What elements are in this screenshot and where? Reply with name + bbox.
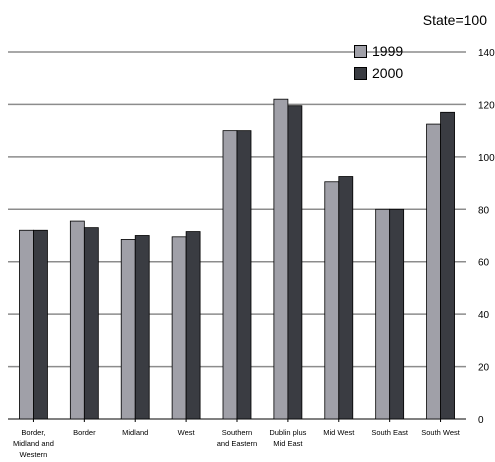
x-tick-label-3: West (178, 428, 196, 437)
x-tick-label-5: Dublin plus Mid East (269, 428, 306, 448)
bar-1999-8 (426, 123, 441, 420)
bar-2000-8 (440, 111, 455, 420)
x-tick-label-2: Midland (122, 428, 148, 437)
x-tick-label-0: Border, Midland and Western (13, 428, 54, 459)
bar-1999-6 (324, 181, 340, 420)
bar-1999-3 (171, 236, 187, 420)
x-tick-label-4: Southern and Eastern (217, 428, 257, 448)
bar-2000-6 (338, 176, 354, 420)
legend-swatch-2000 (354, 66, 367, 80)
bar-2000-3 (185, 231, 201, 420)
bar-1999-4 (222, 130, 238, 420)
y-tick-label-100: 100 (478, 153, 495, 164)
legend-swatch-1999 (354, 44, 367, 58)
bar-1999-5 (273, 98, 289, 420)
bar-2000-0 (33, 229, 48, 420)
y-tick-label-120: 120 (478, 100, 495, 111)
scale-note: State=100 (422, 12, 487, 28)
bar-1999-7 (375, 208, 391, 420)
bar-2000-2 (134, 235, 150, 420)
bar-2000-7 (389, 208, 405, 420)
legend-item-1999: 1999 (354, 40, 403, 62)
y-tick-label-0: 0 (478, 415, 484, 426)
legend-label-1999: 1999 (372, 43, 404, 59)
x-tick-label-1: Border (73, 428, 96, 437)
x-tick-label-7: South East (371, 428, 409, 437)
bar-1999-2 (120, 239, 136, 420)
y-tick-label-80: 80 (478, 205, 490, 216)
y-tick-label-140: 140 (478, 48, 495, 59)
x-tick-label-8: South West (421, 428, 461, 437)
bar-2000-1 (83, 227, 99, 420)
legend: 1999 2000 (354, 40, 403, 84)
y-tick-label-40: 40 (478, 310, 490, 321)
bar-1999-0 (19, 229, 34, 420)
bar-2000-4 (236, 130, 252, 420)
legend-label-2000: 2000 (372, 65, 404, 81)
bar-2000-5 (287, 105, 303, 420)
legend-item-2000: 2000 (354, 62, 403, 84)
y-tick-label-20: 20 (478, 363, 490, 374)
x-tick-label-6: Mid West (323, 428, 355, 437)
bar-1999-1 (69, 220, 85, 420)
y-tick-label-60: 60 (478, 258, 490, 269)
